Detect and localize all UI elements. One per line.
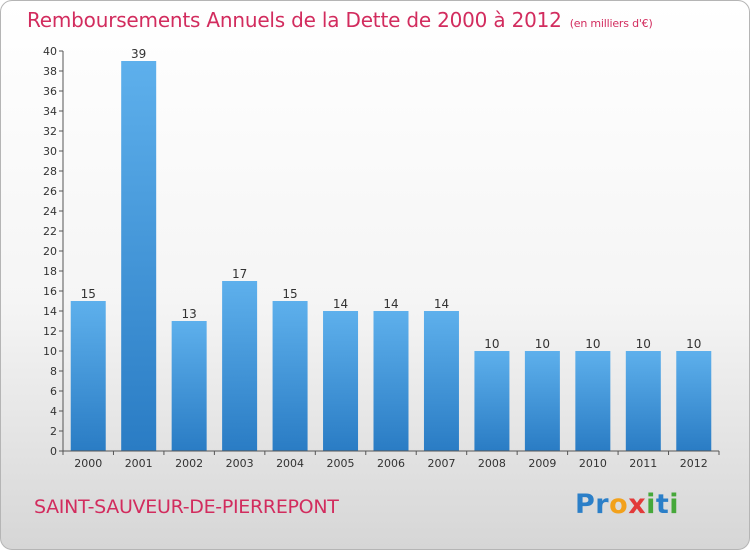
bar <box>524 351 560 451</box>
bar <box>575 351 611 451</box>
x-tick-label: 2009 <box>528 457 556 470</box>
x-tick-label: 2001 <box>125 457 153 470</box>
bars <box>70 61 712 451</box>
y-tick-label: 22 <box>43 225 57 238</box>
y-tick-label: 28 <box>43 165 57 178</box>
y-tick-label: 32 <box>43 125 57 138</box>
y-tick-label: 0 <box>50 445 57 458</box>
y-tick-label: 2 <box>50 425 57 438</box>
data-label: 14 <box>333 297 348 311</box>
bar <box>222 281 258 451</box>
bar <box>676 351 712 451</box>
data-label: 10 <box>686 337 701 351</box>
chart-unit: (en milliers d'€) <box>569 17 653 30</box>
x-tick-label: 2010 <box>579 457 607 470</box>
data-label: 15 <box>282 287 297 301</box>
bar <box>70 301 106 451</box>
proxiti-logo: Proxiti <box>575 489 679 520</box>
x-tick-label: 2003 <box>226 457 254 470</box>
bar <box>423 311 459 451</box>
y-tick-label: 18 <box>43 265 57 278</box>
bar <box>474 351 510 451</box>
y-tick-label: 26 <box>43 185 57 198</box>
data-labels: 15 39 13 17 15 14 14 14 10 10 10 10 10 <box>81 47 702 351</box>
y-tick-label: 40 <box>43 45 57 58</box>
x-tick-label: 2000 <box>74 457 102 470</box>
logo-letter: i <box>669 489 680 520</box>
bar <box>272 301 308 451</box>
y-tick-label: 12 <box>43 325 57 338</box>
y-tick-label: 10 <box>43 345 57 358</box>
logo-letter: x <box>628 489 647 520</box>
x-tick-label: 2007 <box>427 457 455 470</box>
y-tick-label: 16 <box>43 285 57 298</box>
x-tick-label: 2002 <box>175 457 203 470</box>
logo-letter: P <box>575 489 596 520</box>
x-axis: 2000 2001 2002 2003 2004 2005 2006 2007 2008 2009… <box>62 450 720 470</box>
data-label: 13 <box>182 307 197 321</box>
logo-letter: r <box>595 489 610 520</box>
data-label: 15 <box>81 287 96 301</box>
data-label: 10 <box>585 337 600 351</box>
x-tick-label: 2004 <box>276 457 304 470</box>
data-label: 17 <box>232 267 247 281</box>
x-tick-label: 2012 <box>680 457 708 470</box>
y-tick-label: 36 <box>43 85 57 98</box>
y-tick-label: 34 <box>43 105 57 118</box>
y-tick-label: 4 <box>50 405 57 418</box>
x-tick-label: 2005 <box>327 457 355 470</box>
city-name: SAINT-SAUVEUR-DE-PIERREPONT <box>34 496 339 518</box>
bar <box>625 351 661 451</box>
chart-title-text: Remboursements Annuels de la Dette de 20… <box>27 8 562 32</box>
data-label: 10 <box>484 337 499 351</box>
y-tick-label: 20 <box>43 245 57 258</box>
y-tick-label: 24 <box>43 205 57 218</box>
data-label: 10 <box>636 337 651 351</box>
bar <box>171 321 207 451</box>
data-label: 14 <box>434 297 449 311</box>
data-label: 39 <box>131 47 146 61</box>
bar <box>373 311 409 451</box>
bar <box>121 61 157 451</box>
chart-title: Remboursements Annuels de la Dette de 20… <box>27 8 653 32</box>
logo-letter: t <box>655 489 670 520</box>
y-tick-label: 8 <box>50 365 57 378</box>
y-tick-label: 30 <box>43 145 57 158</box>
y-tick-label: 38 <box>43 65 57 78</box>
x-tick-label: 2008 <box>478 457 506 470</box>
y-tick-label: 6 <box>50 385 57 398</box>
bar <box>323 311 359 451</box>
y-tick-label: 14 <box>43 305 57 318</box>
x-tick-label: 2011 <box>629 457 657 470</box>
logo-letter: o <box>609 489 629 520</box>
logo-letter: i <box>646 489 656 520</box>
data-label: 10 <box>535 337 550 351</box>
x-tick-label: 2006 <box>377 457 405 470</box>
data-label: 14 <box>383 297 398 311</box>
